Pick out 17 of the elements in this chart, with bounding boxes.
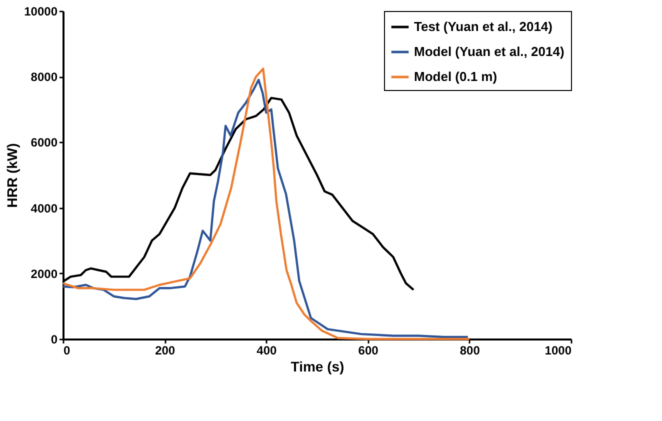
legend-label: Test (Yuan et al., 2014) bbox=[414, 19, 552, 34]
legend-label: Model (0.1 m) bbox=[414, 69, 498, 84]
y-tick-label: 8000 bbox=[30, 70, 58, 84]
x-tick-label: 200 bbox=[155, 344, 176, 358]
x-axis-title: Time (s) bbox=[290, 358, 344, 374]
y-tick-label: 6000 bbox=[30, 136, 58, 150]
x-tick-label: 600 bbox=[358, 344, 379, 358]
x-tick-label: 800 bbox=[460, 344, 480, 358]
legend-label: Model (Yuan et al., 2014) bbox=[414, 44, 564, 59]
y-tick-label: 10000 bbox=[24, 4, 58, 18]
x-tick-label: 1000 bbox=[544, 344, 572, 358]
x-tick-label: 0 bbox=[64, 344, 70, 358]
y-tick-label: 0 bbox=[50, 332, 58, 346]
y-tick-label: 2000 bbox=[30, 266, 58, 281]
x-tick-label: 400 bbox=[256, 344, 278, 358]
y-tick-label: 4000 bbox=[30, 201, 58, 216]
y-axis-title: HRR (kW) bbox=[4, 143, 20, 208]
